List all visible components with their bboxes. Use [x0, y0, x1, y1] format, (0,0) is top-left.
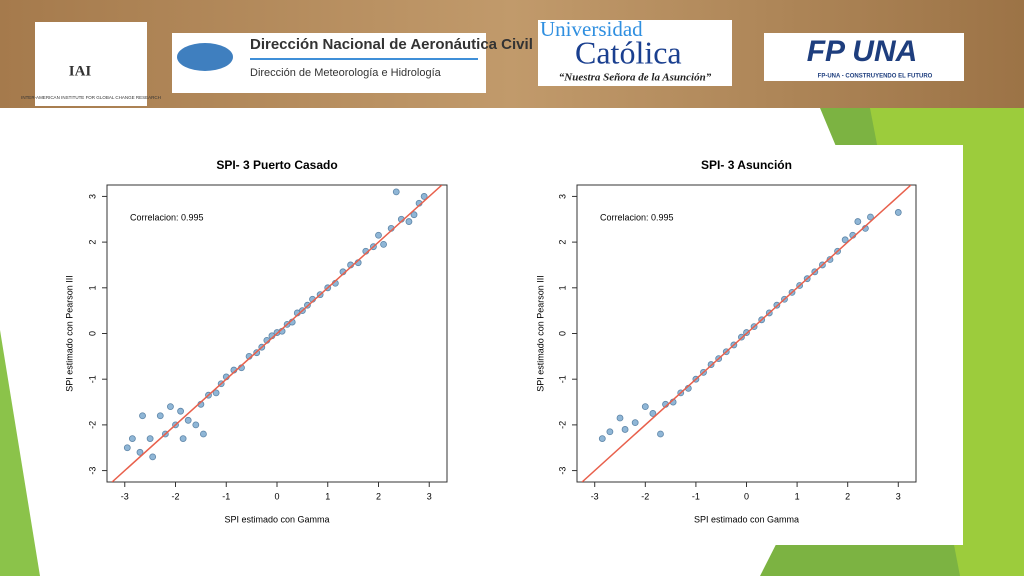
y-tick-label: 1	[557, 285, 567, 290]
scatter-point	[826, 256, 834, 263]
scatter-point	[598, 435, 606, 442]
x-axis-label: SPI estimado con Gamma	[694, 514, 799, 524]
x-tick-label: -3	[121, 491, 129, 501]
scatter-point	[631, 419, 639, 427]
y-tick-label: 2	[87, 240, 97, 245]
scatter-point	[156, 412, 164, 420]
scatter-point	[184, 416, 192, 424]
chart-title: SPI- 3 Asunción	[701, 158, 792, 172]
fit-line	[581, 185, 912, 482]
logo-text: Católica	[575, 34, 682, 70]
scatter-point	[123, 444, 131, 452]
y-axis-label: SPI estimado con Pearson III	[535, 275, 545, 392]
x-tick-label: 1	[795, 491, 800, 501]
y-tick-label: 3	[557, 194, 567, 199]
y-tick-label: -3	[87, 467, 97, 475]
scatter-point	[139, 412, 146, 420]
scatter-point	[192, 421, 200, 429]
logo-iai	[35, 22, 147, 106]
y-tick-label: -1	[87, 375, 97, 383]
scatter-point	[167, 403, 174, 411]
x-tick-label: 3	[896, 491, 901, 501]
scatter-point	[841, 236, 849, 244]
scatter-point	[621, 426, 629, 433]
scatter-point	[177, 407, 184, 415]
scatter-point	[894, 209, 902, 216]
logo-text: FP UNA	[807, 35, 918, 68]
plot-area	[581, 185, 912, 482]
annotation: Correlacion: 0.995	[130, 212, 204, 222]
green-shape	[0, 330, 40, 576]
logo-uc	[538, 20, 732, 86]
scatter-point	[136, 448, 144, 456]
logo-text: IAI	[69, 63, 92, 79]
scatter-point	[146, 435, 154, 442]
logo-text: INTER-AMERICAN INSTITUTE FOR GLOBAL CHAN…	[21, 95, 161, 100]
scatter-point	[149, 453, 157, 461]
x-tick-label: 2	[845, 491, 850, 501]
y-tick-label: 0	[87, 331, 97, 336]
y-tick-label: 1	[87, 285, 97, 290]
logo-text: Universidad	[540, 17, 643, 41]
scatter-point	[410, 211, 418, 219]
scatter-point	[212, 389, 220, 397]
y-tick-label: -1	[557, 375, 567, 383]
y-tick-label: -2	[557, 421, 567, 429]
x-tick-label: 3	[427, 491, 432, 501]
x-tick-label: 2	[376, 491, 381, 501]
logo-text: Dirección Nacional de Aeronáutica Civil	[250, 36, 533, 53]
y-tick-label: -3	[557, 467, 567, 475]
scatter-point	[616, 414, 624, 422]
x-tick-label: -3	[591, 491, 599, 501]
scatter-point	[649, 410, 657, 417]
logo-icon	[177, 43, 233, 71]
scatter-point	[854, 218, 862, 225]
scatter-point	[200, 430, 207, 438]
x-axis-label: SPI estimado con Gamma	[224, 514, 329, 524]
scatter-point	[405, 218, 413, 225]
scatter-point	[179, 435, 187, 442]
logo-text: FP-UNA - CONSTRUYENDO EL FUTURO	[818, 74, 933, 80]
x-tick-label: 1	[325, 491, 330, 501]
logo-text: Dirección de Meteorología e Hidrología	[250, 67, 442, 79]
scatter-point	[641, 403, 649, 411]
x-tick-label: -2	[171, 491, 179, 501]
x-tick-label: -1	[692, 491, 700, 501]
fit-line	[111, 185, 443, 482]
chart-panel	[100, 145, 963, 545]
y-tick-label: 0	[557, 331, 567, 336]
logo-fpuna	[764, 33, 964, 81]
scatter-point	[606, 428, 614, 436]
x-tick-label: 0	[744, 491, 749, 501]
annotation: Correlacion: 0.995	[600, 212, 674, 222]
scatter-point	[380, 240, 387, 248]
plot-area	[111, 185, 443, 482]
x-tick-label: 0	[274, 491, 279, 501]
scatter-point	[392, 188, 400, 196]
scatter-point	[128, 435, 136, 442]
scatter-point	[375, 231, 382, 239]
y-tick-label: 2	[557, 240, 567, 245]
scatter-point	[657, 430, 664, 438]
y-tick-label: 3	[87, 194, 97, 199]
x-tick-label: -1	[222, 491, 230, 501]
x-tick-label: -2	[641, 491, 649, 501]
chart-title: SPI- 3 Puerto Casado	[216, 158, 337, 172]
y-tick-label: -2	[87, 421, 97, 429]
scatter-point	[867, 213, 874, 221]
logo-text: “Nuestra Señora de la Asunción”	[559, 72, 712, 84]
y-axis-label: SPI estimado con Pearson III	[64, 275, 74, 392]
scatter-point	[420, 193, 428, 200]
